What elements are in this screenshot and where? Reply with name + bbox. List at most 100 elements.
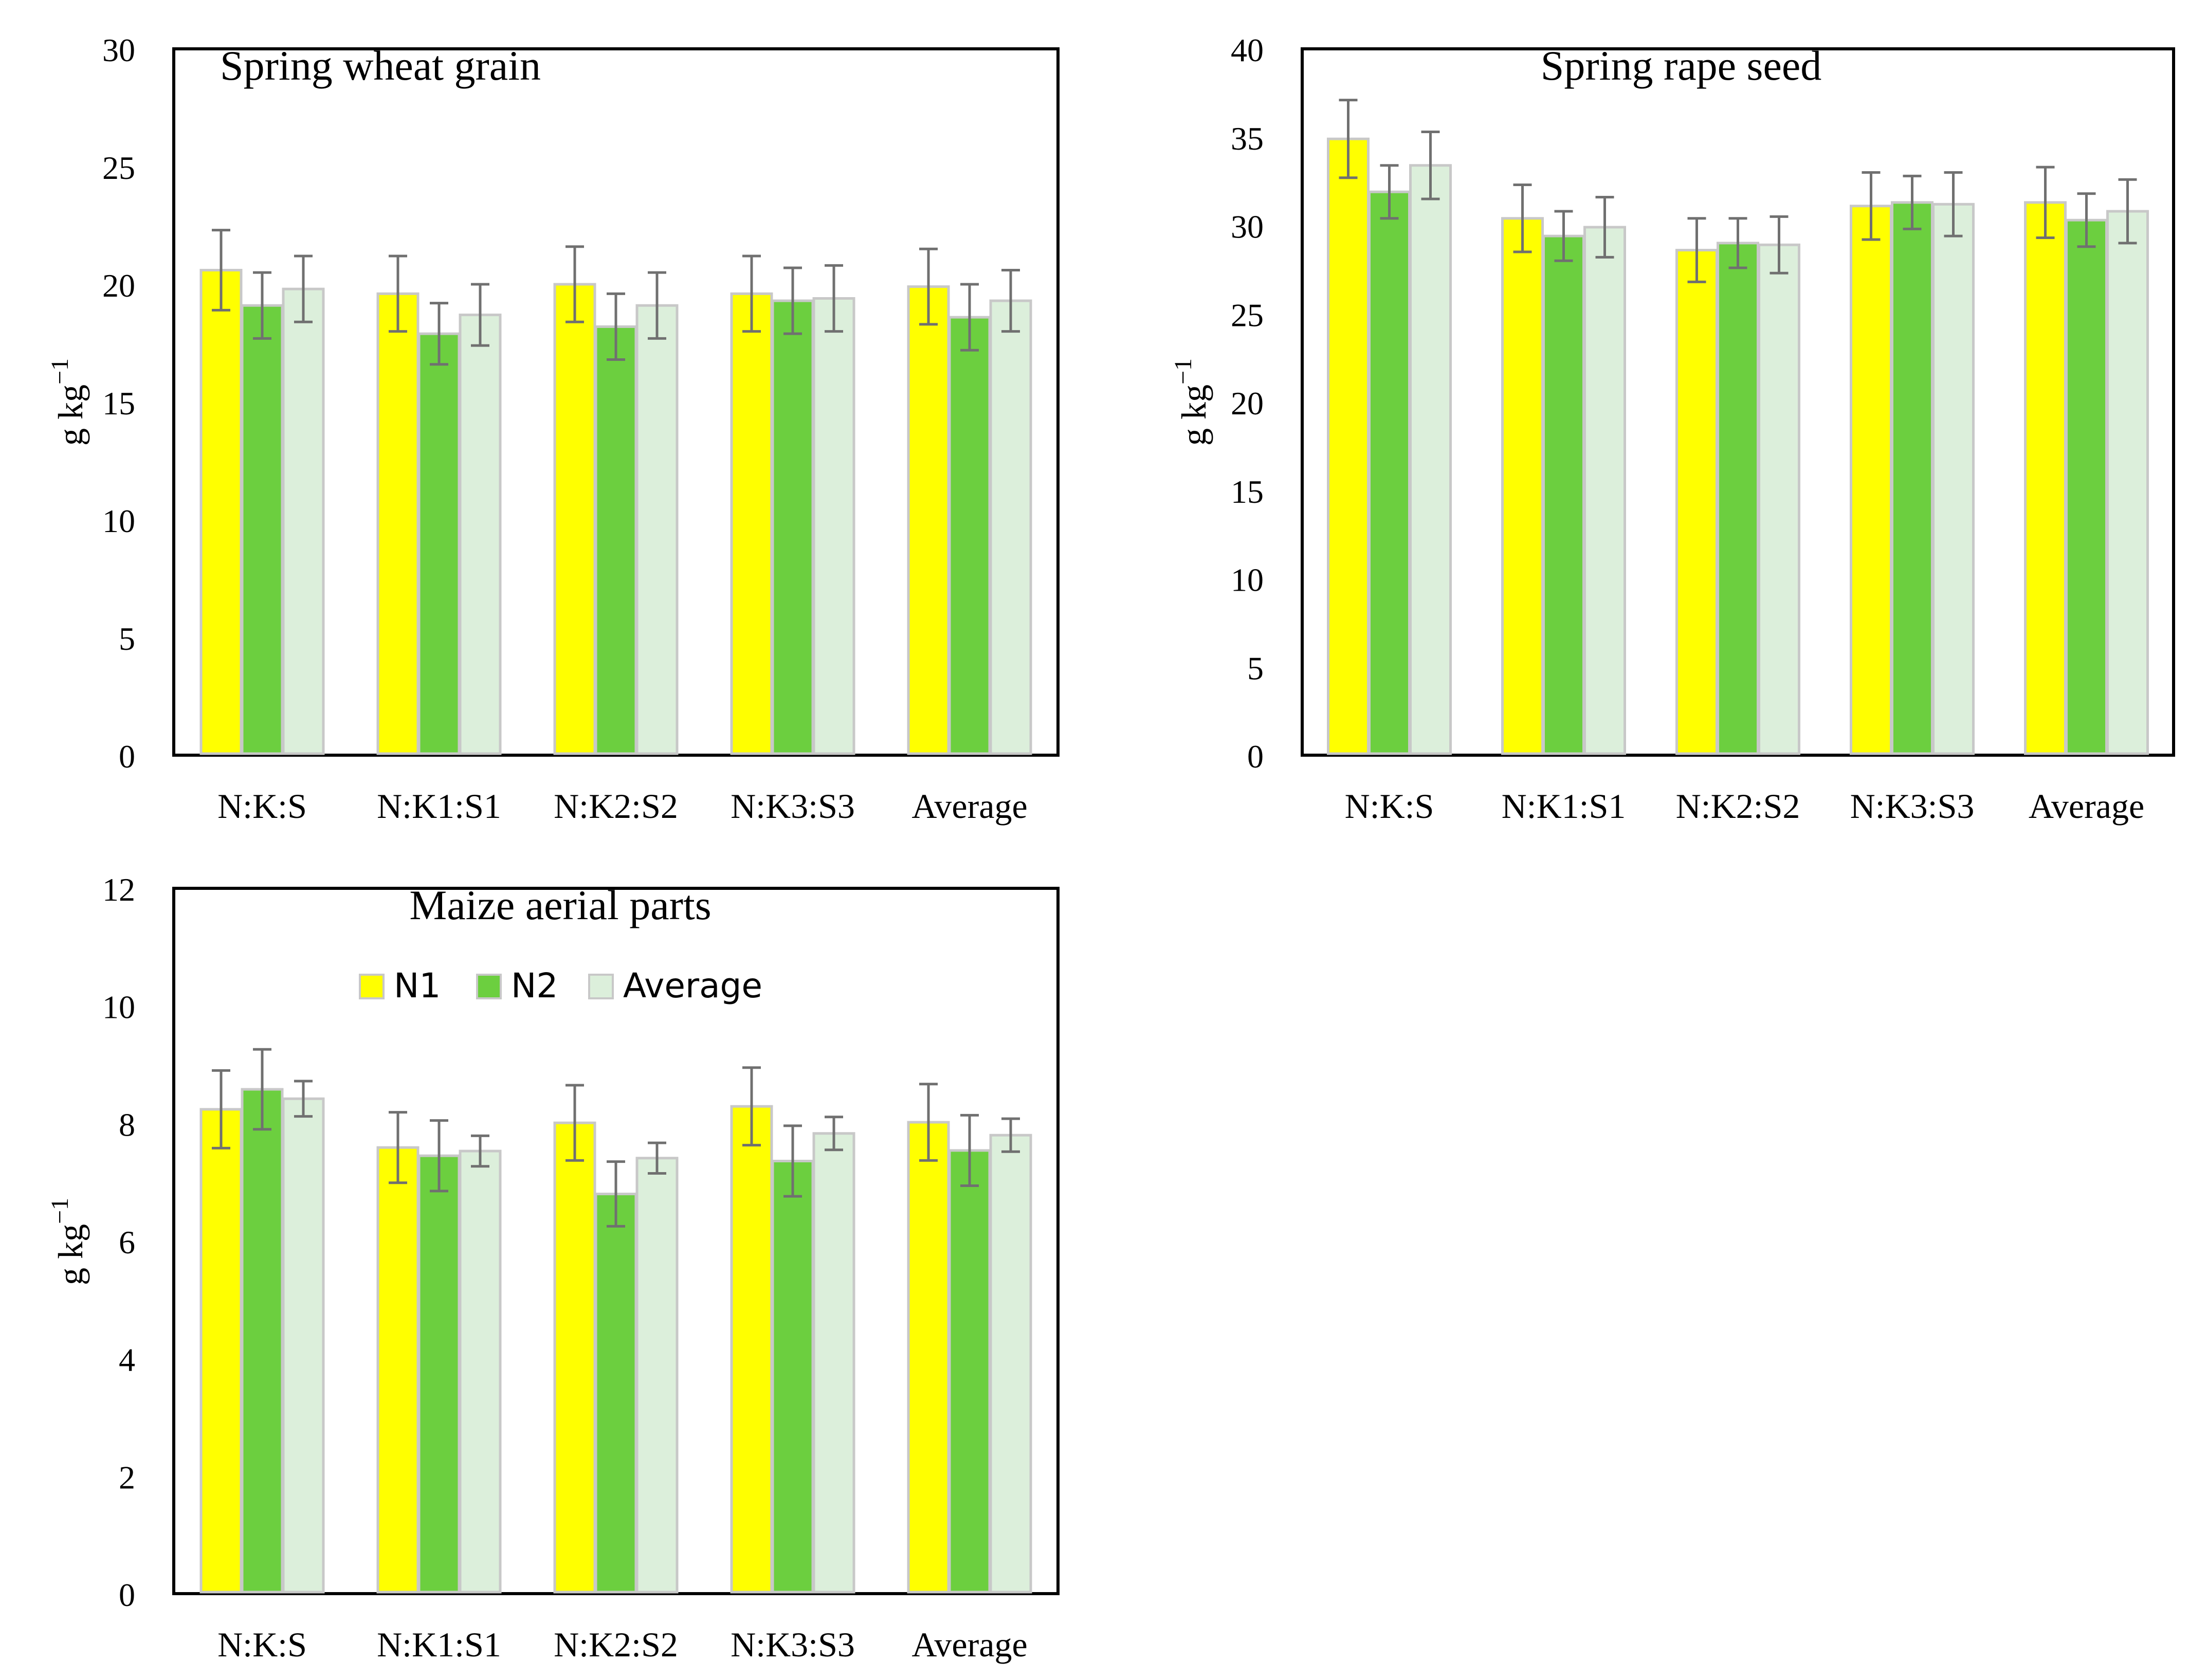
error-bar bbox=[1903, 174, 1922, 230]
error-bar bbox=[742, 1066, 761, 1147]
chart-0: 0 5 10 15 20 25 30 g kg−1 Spring wheat grain N:K:… bbox=[46, 32, 1060, 826]
x-tick-label: N:K1:S1 bbox=[1502, 787, 1626, 826]
plot-frame bbox=[172, 47, 1060, 757]
bar-n1 bbox=[199, 269, 243, 755]
bar-n2 bbox=[948, 316, 991, 755]
error-bar bbox=[471, 283, 489, 347]
legend-swatch-n2 bbox=[476, 974, 502, 999]
chart-2: 0 2 4 6 8 10 12 g kg−1 Maize aerial parts N:K:S N:… bbox=[46, 871, 1060, 1664]
y-tick-label: 15 bbox=[102, 385, 135, 422]
y-axis-label-exponent: −1 bbox=[46, 358, 74, 385]
bar-average bbox=[1409, 164, 1452, 755]
error-bar bbox=[648, 1141, 666, 1175]
y-axis-label-unit: g kg bbox=[1174, 385, 1213, 446]
error-bar bbox=[566, 1084, 584, 1162]
y-axis-label: g kg−1 bbox=[1170, 358, 1213, 446]
y-tick-label: 5 bbox=[1247, 650, 1264, 686]
y-tick-label: 25 bbox=[102, 150, 135, 186]
error-bar bbox=[430, 1119, 448, 1193]
error-bar bbox=[212, 229, 230, 312]
bar-n1 bbox=[1675, 249, 1718, 755]
y-tick-label: 30 bbox=[102, 32, 135, 68]
error-bar bbox=[430, 302, 448, 366]
x-tick-label: Average bbox=[911, 787, 1027, 826]
y-tick-label: 5 bbox=[119, 620, 135, 657]
bar-average bbox=[282, 287, 325, 755]
y-axis-label-unit: g kg bbox=[51, 1224, 90, 1285]
bar-n2 bbox=[1542, 234, 1585, 755]
y-tick-label: 20 bbox=[1231, 385, 1264, 422]
error-bar bbox=[1770, 215, 1789, 275]
y-axis-label: g kg−1 bbox=[46, 358, 90, 446]
error-bar bbox=[919, 247, 938, 326]
y-tick-label: 0 bbox=[1247, 738, 1264, 775]
error-bar bbox=[2036, 166, 2055, 240]
error-bar bbox=[389, 1111, 407, 1184]
x-tick-label: N:K:S bbox=[1345, 787, 1434, 826]
legend-label: Average bbox=[623, 966, 762, 1006]
bar-average bbox=[459, 314, 502, 755]
bar-n2 bbox=[1891, 201, 1934, 755]
bar-n1 bbox=[2024, 201, 2067, 755]
bar-n1 bbox=[199, 1108, 243, 1594]
bar-n1 bbox=[1501, 217, 1544, 755]
y-tick-label: 40 bbox=[1231, 32, 1264, 68]
error-bar bbox=[2077, 192, 2096, 248]
y-tick-label: 12 bbox=[102, 871, 135, 908]
bar-n2 bbox=[241, 304, 284, 755]
error-bar bbox=[1595, 196, 1614, 259]
bar-average bbox=[635, 304, 679, 755]
y-axis-label: g kg−1 bbox=[46, 1198, 90, 1285]
bar-average bbox=[812, 1132, 855, 1594]
x-tick-label: N:K2:S2 bbox=[554, 787, 678, 826]
bar-n1 bbox=[376, 292, 419, 755]
error-bar bbox=[253, 271, 271, 340]
legend: N1 N2 Average bbox=[359, 966, 762, 1006]
legend-label: N1 bbox=[394, 966, 441, 1006]
error-bar bbox=[253, 1048, 271, 1131]
y-tick-label: 0 bbox=[119, 738, 135, 775]
error-bar bbox=[1728, 217, 1747, 269]
y-tick-label: 10 bbox=[1231, 562, 1264, 598]
plot-frame bbox=[172, 887, 1060, 1595]
x-tick-label: N:K3:S3 bbox=[731, 787, 855, 826]
error-bar bbox=[648, 271, 666, 340]
error-bar bbox=[1001, 1117, 1020, 1153]
bar-n2 bbox=[594, 1193, 637, 1594]
error-bar bbox=[960, 283, 979, 352]
error-bar bbox=[1339, 99, 1358, 179]
bar-n1 bbox=[730, 292, 773, 755]
y-tick-label: 2 bbox=[119, 1459, 135, 1495]
x-tick-label: Average bbox=[2029, 787, 2144, 826]
bar-n1 bbox=[1327, 137, 1370, 755]
error-bar bbox=[1687, 217, 1706, 283]
error-bar bbox=[212, 1069, 230, 1149]
error-bar bbox=[471, 1134, 489, 1168]
y-tick-label: 8 bbox=[119, 1106, 135, 1143]
bar-n1 bbox=[730, 1105, 773, 1594]
error-bar bbox=[1554, 210, 1573, 262]
y-axis-label-unit: g kg bbox=[51, 385, 90, 446]
legend-label: N2 bbox=[511, 966, 558, 1006]
x-tick-label: N:K2:S2 bbox=[554, 1625, 678, 1664]
error-bar bbox=[1421, 130, 1440, 200]
x-tick-label: N:K3:S3 bbox=[731, 1625, 855, 1664]
error-bar bbox=[294, 1080, 313, 1118]
bar-average bbox=[1758, 243, 1800, 755]
y-tick-label: 20 bbox=[102, 267, 135, 304]
error-bar bbox=[1862, 171, 1881, 241]
x-tick-label: N:K1:S1 bbox=[377, 787, 501, 826]
error-bar bbox=[2118, 178, 2137, 245]
error-bar bbox=[294, 254, 313, 323]
bar-n2 bbox=[241, 1088, 284, 1594]
error-bar bbox=[607, 292, 625, 361]
chart-title: Spring rape seed bbox=[1541, 42, 1822, 89]
bar-average bbox=[989, 1134, 1032, 1594]
bar-average bbox=[282, 1097, 325, 1594]
x-tick-label: N:K1:S1 bbox=[377, 1625, 501, 1664]
bar-n1 bbox=[553, 1121, 596, 1594]
error-bar bbox=[1001, 269, 1020, 333]
y-tick-label: 4 bbox=[119, 1342, 135, 1378]
x-tick-label: Average bbox=[911, 1625, 1027, 1664]
